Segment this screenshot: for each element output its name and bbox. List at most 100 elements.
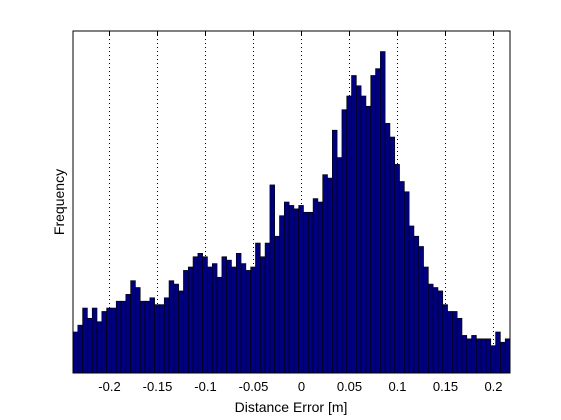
histogram-bar [106,307,112,374]
histogram-bar [72,331,79,374]
histogram-bar [192,256,199,374]
x-tick-labels: -0.2 -0.15 -0.1 -0.05 0 0.05 0.1 0.15 0.2 [98,379,502,394]
histogram-bar [312,198,319,374]
histogram-bar [308,211,314,374]
histogram-bar [144,300,151,374]
histogram-bar [466,338,472,374]
histogram-bar [389,136,396,374]
x-axis-label: Distance Error [m] [235,399,348,415]
histogram-bar [82,307,88,374]
histogram-bar [476,338,482,374]
histogram-bar [399,181,405,374]
histogram-bar [288,205,295,374]
histogram-bar [346,95,352,374]
histogram-bar [211,263,218,374]
histogram-bar [77,324,83,374]
histogram-bar [163,297,170,374]
histogram-bar [221,256,227,374]
histogram-bar [500,341,506,374]
histogram-bar [274,235,280,374]
histogram-bar [384,123,391,374]
histogram-bar [197,253,203,374]
axis-ticks [109,31,494,373]
histogram-bar [394,164,400,374]
histogram-bar [327,177,333,374]
histogram-bars [72,51,511,374]
histogram-bar [490,345,496,374]
histogram-bar [120,300,127,374]
histogram-bar [495,331,501,374]
histogram-bar [187,266,194,374]
histogram-bar [216,276,223,374]
histogram-bar [380,51,386,374]
histogram-bar [317,201,324,374]
histogram-bar [207,266,213,374]
histogram-bar [418,246,424,374]
x-tick-label-4: 0 [298,379,305,394]
histogram-bar [245,270,251,374]
histogram-bar [452,311,458,374]
x-tick-label-8: 0.2 [484,379,502,394]
x-tick-label-1: -0.15 [143,379,173,394]
histogram-bar [235,253,242,374]
histogram-bar [370,75,376,374]
histogram-bar [115,300,122,374]
histogram-bar [202,256,208,374]
histogram-bar [360,95,367,374]
histogram-bar [356,85,362,374]
x-tick-label-7: 0.15 [433,379,458,394]
histogram-bar [168,280,175,374]
histogram-bar [283,201,290,374]
histogram-bar [504,338,511,374]
histogram-bar [101,311,107,374]
histogram-bar [432,287,439,374]
y-axis-label: Frequency [51,169,67,235]
histogram-bar [173,283,179,374]
x-tick-label-2: -0.1 [194,379,216,394]
histogram-bar [240,263,247,374]
histogram-bar [231,266,237,374]
histogram-bar [298,205,304,374]
histogram-bar [130,280,136,374]
histogram-bar [351,75,357,374]
x-tick-label-3: -0.05 [239,379,269,394]
histogram-bar [437,290,444,374]
histogram-bar [471,335,477,374]
histogram-bar [139,300,146,374]
histogram-bar [442,304,448,374]
histogram-bar [149,297,155,374]
histogram-bar [87,317,93,374]
histogram-bar [336,157,343,374]
histogram-bar [269,184,275,374]
histogram-bar [154,304,160,374]
histogram-bar [96,321,103,374]
histogram-bar [461,335,468,374]
histogram-bar [413,235,420,374]
histogram-bar [264,242,271,374]
histogram-bar [91,307,98,374]
x-tick-label-6: 0.1 [388,379,406,394]
histogram-bar [226,259,232,374]
histogram-bar [485,338,492,374]
histogram-bar [408,225,415,374]
histogram-bar [250,266,256,374]
histogram-bar [423,266,429,374]
histogram-bar [341,109,348,374]
histogram-bar [456,317,463,374]
histogram-bar [259,256,266,374]
histogram-bar [375,68,381,374]
histogram-bar [404,191,410,374]
histogram-bar [303,211,309,374]
histogram-bar [293,208,299,374]
x-tick-label-5: 0.05 [337,379,362,394]
histogram-bar [183,270,189,374]
histogram-bar [365,105,372,374]
histogram-bar [447,311,453,374]
histogram-bar [111,307,117,374]
histogram-bar [178,290,184,374]
histogram-bar [480,338,487,374]
histogram-bar [322,174,328,374]
histogram-bar [332,129,338,374]
histogram-bar [135,287,141,374]
